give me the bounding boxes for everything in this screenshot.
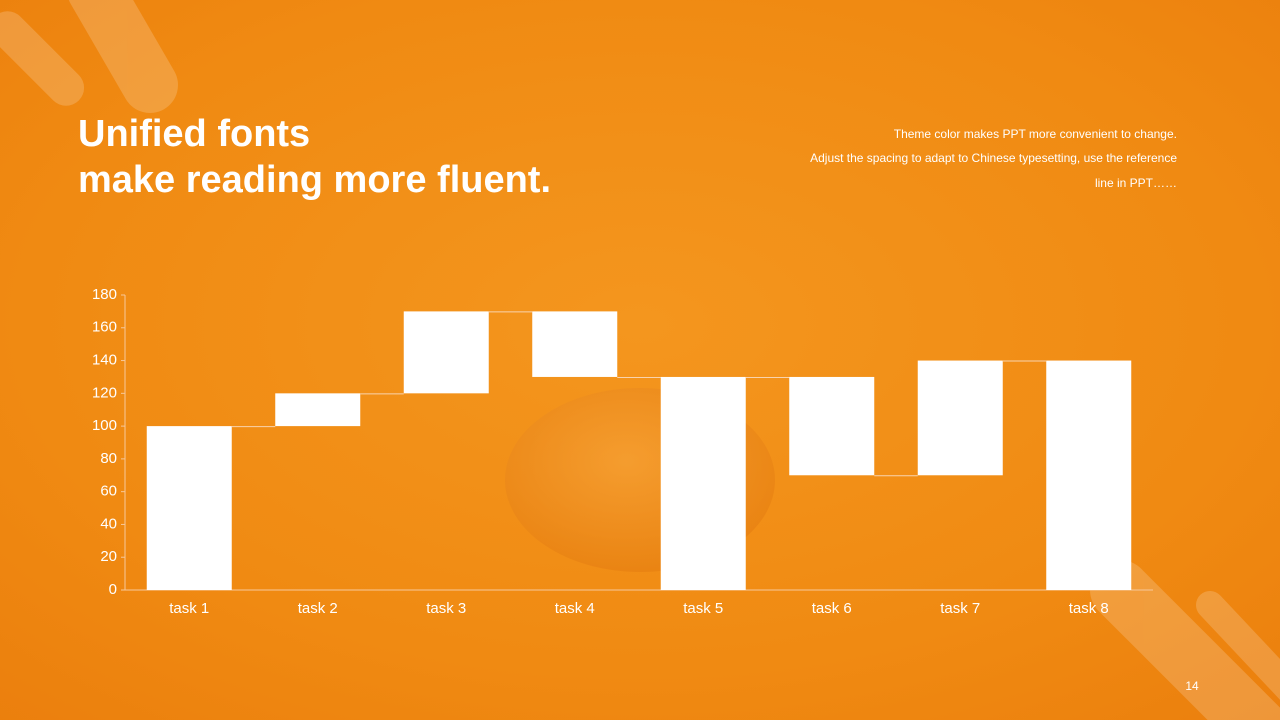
- y-tick-label: 40: [100, 515, 117, 532]
- page-number: 14: [1185, 679, 1199, 693]
- y-tick-label: 180: [92, 286, 117, 303]
- description-line: line in PPT……: [1095, 176, 1177, 190]
- bar: [275, 393, 361, 427]
- x-tick-label: task 7: [940, 600, 980, 617]
- y-tick-label: 0: [109, 581, 117, 598]
- x-tick-label: task 8: [1069, 600, 1109, 617]
- y-tick-label: 100: [92, 417, 117, 434]
- description-line: Adjust the spacing to adapt to Chinese t…: [810, 151, 1177, 165]
- x-tick-label: task 2: [298, 600, 338, 617]
- x-tick-label: task 5: [683, 600, 723, 617]
- y-tick-label: 140: [92, 352, 117, 369]
- y-tick-label: 60: [100, 483, 117, 500]
- bar: [1046, 360, 1132, 590]
- y-tick-label: 160: [92, 319, 117, 336]
- y-tick-label: 20: [100, 548, 117, 565]
- y-tick-label: 80: [100, 450, 117, 467]
- x-tick-label: task 3: [426, 600, 466, 617]
- bar: [917, 360, 1003, 476]
- title-line: Unified fonts: [78, 113, 310, 155]
- y-tick-label: 120: [92, 384, 117, 401]
- x-tick-label: task 6: [812, 600, 852, 617]
- bar: [146, 426, 232, 590]
- description-line: Theme color makes PPT more convenient to…: [894, 127, 1177, 141]
- bar: [660, 376, 746, 590]
- x-tick-label: task 4: [555, 600, 595, 617]
- title-line: make reading more fluent.: [78, 159, 551, 201]
- bar: [532, 311, 618, 377]
- bar: [789, 376, 875, 476]
- x-tick-label: task 1: [169, 600, 209, 617]
- bar: [403, 311, 489, 394]
